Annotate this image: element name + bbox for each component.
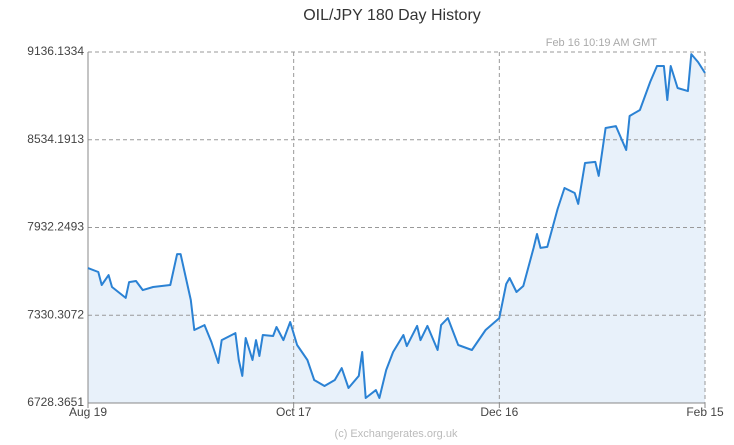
area <box>88 54 705 403</box>
y-tick-label: 7330.3072 <box>27 307 84 321</box>
y-tick-label: 6728.3651 <box>27 395 84 409</box>
y-tick-label: 9136.1334 <box>27 44 84 58</box>
x-tick-label: Aug 19 <box>69 405 107 419</box>
y-tick-label: 7932.2493 <box>27 220 84 234</box>
chart-title: OIL/JPY 180 Day History <box>303 7 481 24</box>
line <box>87 53 706 399</box>
x-tick-label: Oct 17 <box>276 405 312 419</box>
x-tick-label: Feb 15 <box>686 405 724 419</box>
y-tick-label: 8534.1913 <box>27 132 84 146</box>
timestamp: Feb 16 10:19 AM GMT <box>546 37 658 49</box>
source: (c) Exchangerates.org.uk <box>335 428 458 440</box>
x-tick-label: Dec 16 <box>480 405 518 419</box>
